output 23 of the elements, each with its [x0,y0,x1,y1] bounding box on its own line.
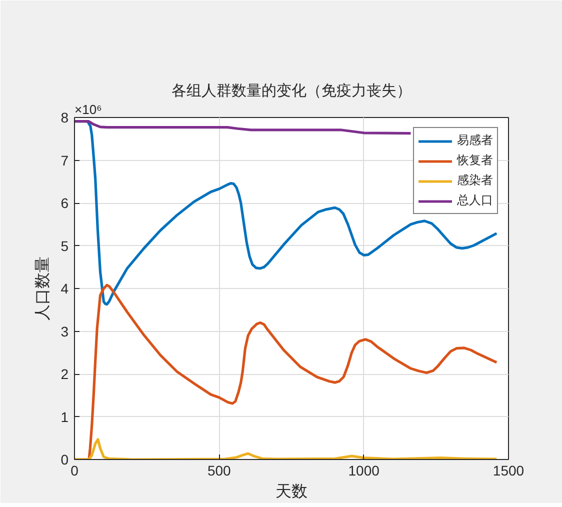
chart-title: 各组人群数量的变化（免疫力丧失） [172,82,412,100]
y-tick-label: 4 [60,280,69,296]
text: ×10⁶ [74,102,102,117]
x-tick-label: 0 [70,462,79,478]
y-tick-label: 3 [60,323,69,340]
legend-label: 感染者 [457,172,493,189]
y-tick-label: 5 [60,238,69,254]
x-tick-label: 1000 [348,462,380,478]
line-series [74,120,412,135]
y-tick-label: 1 [60,408,69,425]
x-tick-label: 1500 [492,462,524,478]
legend-label: 易感者 [457,132,493,149]
x-axis-title: 天数 [276,484,308,500]
legend-label: 恢复者 [457,152,493,169]
y-tick-label: 7 [60,152,69,168]
line-series [74,438,498,460]
y-tick-label: 8 [60,110,69,126]
x-tick-label: 500 [207,462,232,478]
y-axis-title: 人口数量 [34,256,52,320]
y-tick-label: 2 [60,366,69,382]
y-tick-label: 6 [60,195,69,211]
legend-label: 总人口 [457,192,493,209]
y-tick-label: 0 [60,452,69,468]
